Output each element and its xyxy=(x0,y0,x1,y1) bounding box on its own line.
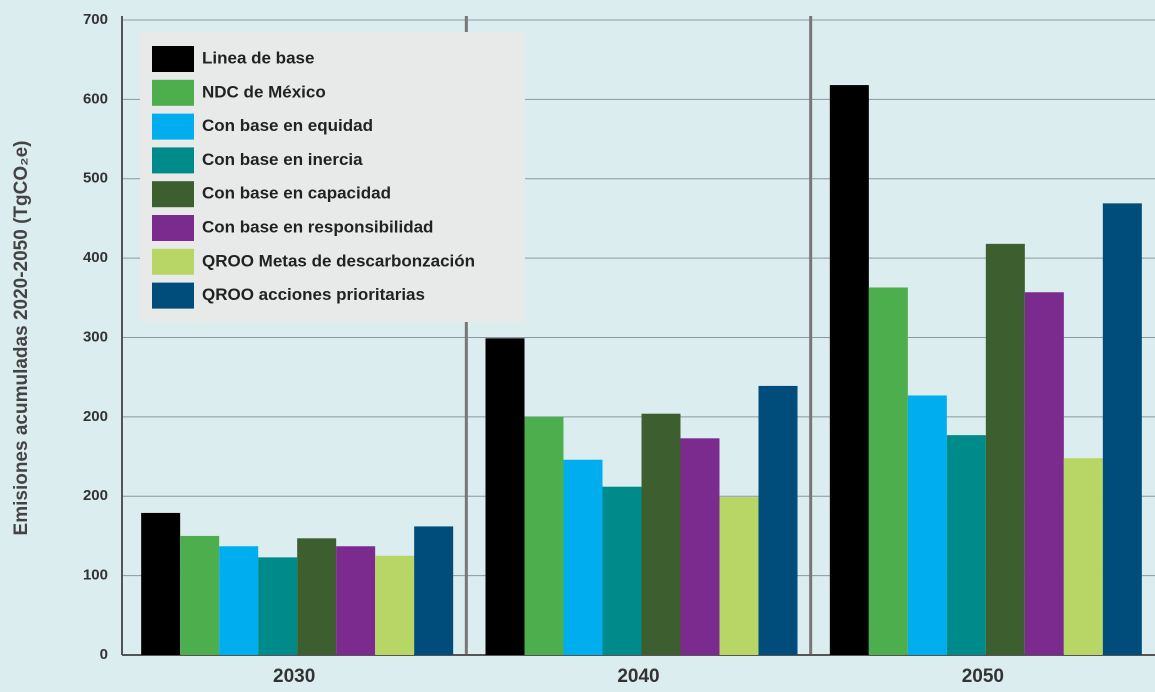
bar xyxy=(336,546,376,655)
legend-box xyxy=(140,32,525,322)
legend-swatch xyxy=(152,248,194,275)
bar xyxy=(258,557,298,655)
bar xyxy=(219,546,259,655)
bar xyxy=(907,395,947,655)
legend-swatch xyxy=(152,147,194,174)
y-tick-label: 700 xyxy=(83,11,108,28)
bar xyxy=(485,338,525,655)
legend-swatch xyxy=(152,113,194,140)
bar xyxy=(829,85,869,655)
y-axis-label: Emisiones acumuladas 2020-2050 (TgCO₂e) xyxy=(11,141,32,536)
y-tick-label: 300 xyxy=(83,328,108,345)
bar xyxy=(524,416,564,655)
y-tick-label: 600 xyxy=(83,90,108,107)
bar xyxy=(868,287,908,655)
bar xyxy=(414,526,454,655)
legend-label: Con base en capacidad xyxy=(202,184,391,203)
bar xyxy=(563,459,603,655)
x-tick-label: 2050 xyxy=(962,666,1004,687)
y-tick-label: 200 xyxy=(83,487,108,504)
bar xyxy=(758,385,798,655)
bar xyxy=(1024,292,1064,655)
bar xyxy=(1102,203,1142,655)
legend-label: QROO acciones prioritarias xyxy=(202,285,425,304)
bar xyxy=(141,512,181,655)
bar xyxy=(180,535,220,655)
y-tick-label: 500 xyxy=(83,170,108,187)
x-tick-label: 2040 xyxy=(617,666,659,687)
y-tick-label: 200 xyxy=(83,408,108,425)
bar xyxy=(680,438,720,655)
bar xyxy=(985,243,1025,655)
bar xyxy=(375,555,415,655)
bar xyxy=(719,497,759,655)
legend-swatch xyxy=(152,282,194,309)
legend-swatch xyxy=(152,181,194,208)
bar xyxy=(946,435,986,655)
legend-label: Con base en inercia xyxy=(202,150,363,169)
x-tick-label: 2030 xyxy=(273,666,315,687)
legend-label: Linea de base xyxy=(202,48,314,67)
legend-swatch xyxy=(152,46,194,72)
legend-swatch xyxy=(152,79,194,106)
y-tick-label: 0 xyxy=(100,646,108,663)
bar xyxy=(641,413,681,655)
legend-label: NDC de México xyxy=(202,82,326,101)
bar xyxy=(602,486,642,655)
bar xyxy=(297,538,337,655)
legend-swatch xyxy=(152,215,194,241)
y-tick-label: 400 xyxy=(83,249,108,266)
bar xyxy=(1063,458,1103,655)
y-tick-label: 100 xyxy=(83,567,108,584)
legend-label: Con base en equidad xyxy=(202,116,373,135)
legend-label: QROO Metas de descarbonzación xyxy=(202,251,475,270)
legend-label: Con base en responsibilidad xyxy=(202,217,433,236)
